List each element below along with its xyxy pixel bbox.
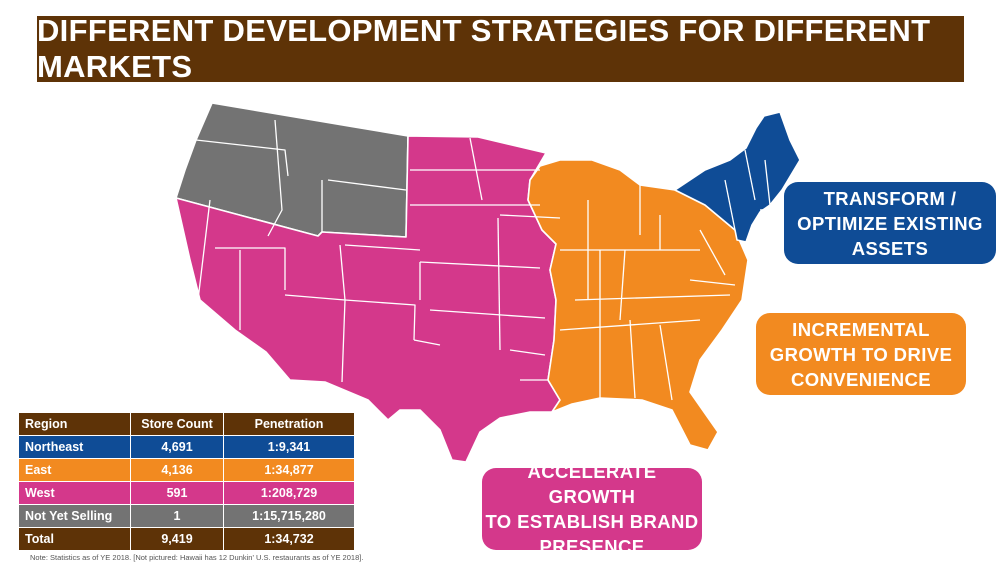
- callout-west: ACCELERATE GROWTH TO ESTABLISH BRAND PRE…: [482, 461, 702, 557]
- table-row: Not Yet Selling 1 1:15,715,280: [18, 504, 355, 528]
- callout-east: INCREMENTAL GROWTH TO DRIVE CONVENIENCE: [756, 313, 966, 395]
- cell-store-count: 591: [130, 481, 224, 505]
- region-west: [175, 135, 561, 463]
- cell-store-count: 1: [130, 504, 224, 528]
- cell-store-count: 9,419: [130, 527, 224, 551]
- cell-store-count: 4,136: [130, 458, 224, 482]
- header-store-count: Store Count: [130, 412, 224, 436]
- cell-region: Not Yet Selling: [18, 504, 131, 528]
- cell-region: East: [18, 458, 131, 482]
- callout-east-line-2: GROWTH TO DRIVE: [769, 343, 953, 365]
- page-title: DIFFERENT DEVELOPMENT STRATEGIES FOR DIF…: [37, 13, 931, 84]
- cell-region: West: [18, 481, 131, 505]
- table-row: East 4,136 1:34,877: [18, 458, 355, 482]
- table-row: West 591 1:208,729: [18, 481, 355, 505]
- cell-region: Total: [18, 527, 131, 551]
- callout-northeast-line-1: TRANSFORM /: [823, 187, 957, 209]
- table-row: Northeast 4,691 1:9,341: [18, 435, 355, 459]
- title-banner: DIFFERENT DEVELOPMENT STRATEGIES FOR DIF…: [37, 13, 964, 84]
- cell-penetration: 1:9,341: [223, 435, 355, 459]
- cell-region: Northeast: [18, 435, 131, 459]
- callout-east-line-1: INCREMENTAL: [792, 318, 930, 340]
- callout-west-line-1: ACCELERATE GROWTH: [527, 461, 657, 507]
- callout-northeast-line-3: ASSETS: [851, 237, 929, 259]
- cell-penetration: 1:15,715,280: [223, 504, 355, 528]
- callout-west-line-3: PRESENCE: [539, 536, 645, 557]
- cell-store-count: 4,691: [130, 435, 224, 459]
- header-region: Region: [18, 412, 131, 436]
- footnote: Note: Statistics as of YE 2018. [Not pic…: [30, 553, 364, 562]
- table-row: Total 9,419 1:34,732: [18, 527, 355, 551]
- callout-east-line-3: CONVENIENCE: [790, 368, 932, 390]
- region-northeast: [674, 111, 801, 243]
- cell-penetration: 1:34,877: [223, 458, 355, 482]
- callout-northeast-line-2: OPTIMIZE EXISTING: [797, 212, 983, 234]
- table-header-row: Region Store Count Penetration: [18, 412, 355, 436]
- cell-penetration: 1:34,732: [223, 527, 355, 551]
- callout-northeast: TRANSFORM / OPTIMIZE EXISTING ASSETS: [784, 182, 996, 264]
- callout-west-line-2: TO ESTABLISH BRAND: [485, 511, 699, 532]
- store-stats-table: Region Store Count Penetration Northeast…: [18, 412, 355, 551]
- header-penetration: Penetration: [223, 412, 355, 436]
- cell-penetration: 1:208,729: [223, 481, 355, 505]
